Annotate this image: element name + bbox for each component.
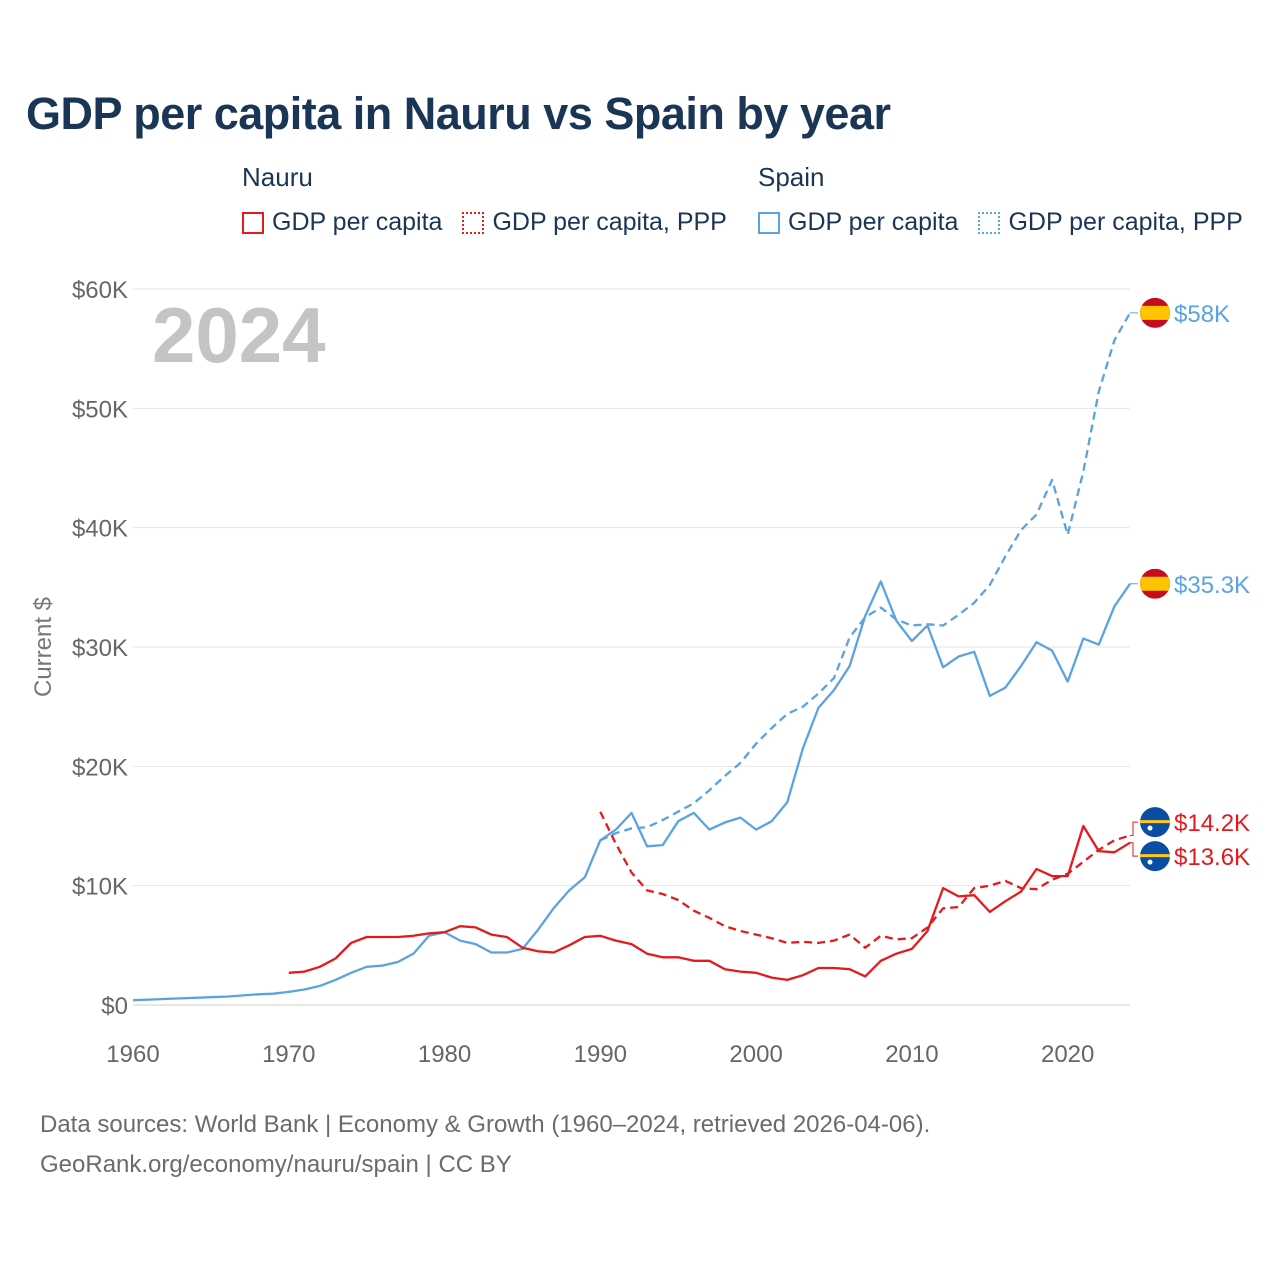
end-label-group: $13.6K — [1130, 841, 1250, 872]
x-tick-label: 1980 — [418, 1041, 471, 1068]
legend-item-label: GDP per capita, PPP — [1008, 208, 1243, 236]
line-chart: $0 $10K $20K $30K $40K $50K $60K 1960 1970 1980 19… — [30, 277, 1250, 1068]
legend-item-nauru-gdp[interactable]: GDP per capita — [242, 208, 442, 237]
legend-swatch-solid — [758, 211, 780, 234]
y-tick-label: $0 — [101, 993, 128, 1020]
legend-swatch-solid — [242, 211, 264, 234]
x-tick-label: 1970 — [262, 1041, 315, 1068]
chart-title: GDP per capita in Nauru vs Spain by year — [26, 88, 891, 139]
data-source-text: Data sources: World Bank | Economy & Gro… — [40, 1111, 931, 1138]
x-tick-label: 2020 — [1041, 1041, 1094, 1068]
legend-item-spain-gdp[interactable]: GDP per capita — [758, 208, 958, 237]
y-tick-label: $50K — [72, 396, 128, 423]
spain-flag-icon — [1140, 297, 1170, 328]
legend-item-spain-ppp[interactable]: GDP per capita, PPP — [978, 208, 1243, 237]
nauru-flag-icon — [1140, 841, 1170, 872]
end-label-group: $35.3K — [1130, 568, 1250, 599]
legend-item-label: GDP per capita, PPP — [492, 208, 727, 236]
y-axis-label: Current $ — [30, 597, 57, 697]
y-tick-label: $40K — [72, 516, 128, 543]
legend-item-label: GDP per capita — [272, 208, 443, 236]
legend-nauru: Nauru GDP per capita GDP per capita, PPP — [242, 160, 747, 237]
leader-line — [1130, 821, 1138, 837]
legend-item-nauru-ppp[interactable]: GDP per capita, PPP — [462, 208, 727, 237]
legend-group-label: Spain — [758, 162, 825, 192]
legend-item-label: GDP per capita — [788, 208, 959, 236]
series-line — [288, 824, 1131, 982]
y-tick-label: $20K — [72, 754, 128, 781]
legend-group-label: Nauru — [242, 162, 313, 192]
leader-line — [1130, 842, 1138, 857]
end-value-label: $58K — [1174, 301, 1230, 328]
end-value-label: $13.6K — [1174, 844, 1250, 871]
y-tick-label: $10K — [72, 874, 128, 901]
spain-flag-icon — [1140, 568, 1170, 599]
y-tick-label: $60K — [72, 277, 128, 304]
x-tick-label: 1960 — [106, 1041, 159, 1068]
series-line — [599, 811, 1131, 949]
footer: Data sources: World Bank | Economy & Gro… — [40, 1105, 930, 1185]
series-line — [599, 312, 1131, 842]
end-value-label: $35.3K — [1174, 572, 1250, 599]
y-tick-label: $30K — [72, 635, 128, 662]
x-tick-label: 2010 — [885, 1041, 938, 1068]
year-watermark: 2024 — [152, 291, 326, 379]
legend-swatch-dotted — [978, 211, 1001, 234]
attribution-text: GeoRank.org/economy/nauru/spain | CC BY — [40, 1151, 512, 1178]
end-label-group: $14.2K — [1130, 807, 1250, 838]
legend-swatch-dotted — [462, 211, 485, 234]
series-line — [132, 580, 1131, 1002]
x-tick-label: 1990 — [574, 1041, 627, 1068]
nauru-flag-icon — [1140, 807, 1170, 838]
legend-spain: Spain GDP per capita GDP per capita, PPP — [758, 160, 1263, 237]
end-label-group: $58K — [1130, 297, 1230, 328]
end-value-label: $14.2K — [1174, 810, 1250, 837]
x-tick-label: 2000 — [729, 1041, 782, 1068]
